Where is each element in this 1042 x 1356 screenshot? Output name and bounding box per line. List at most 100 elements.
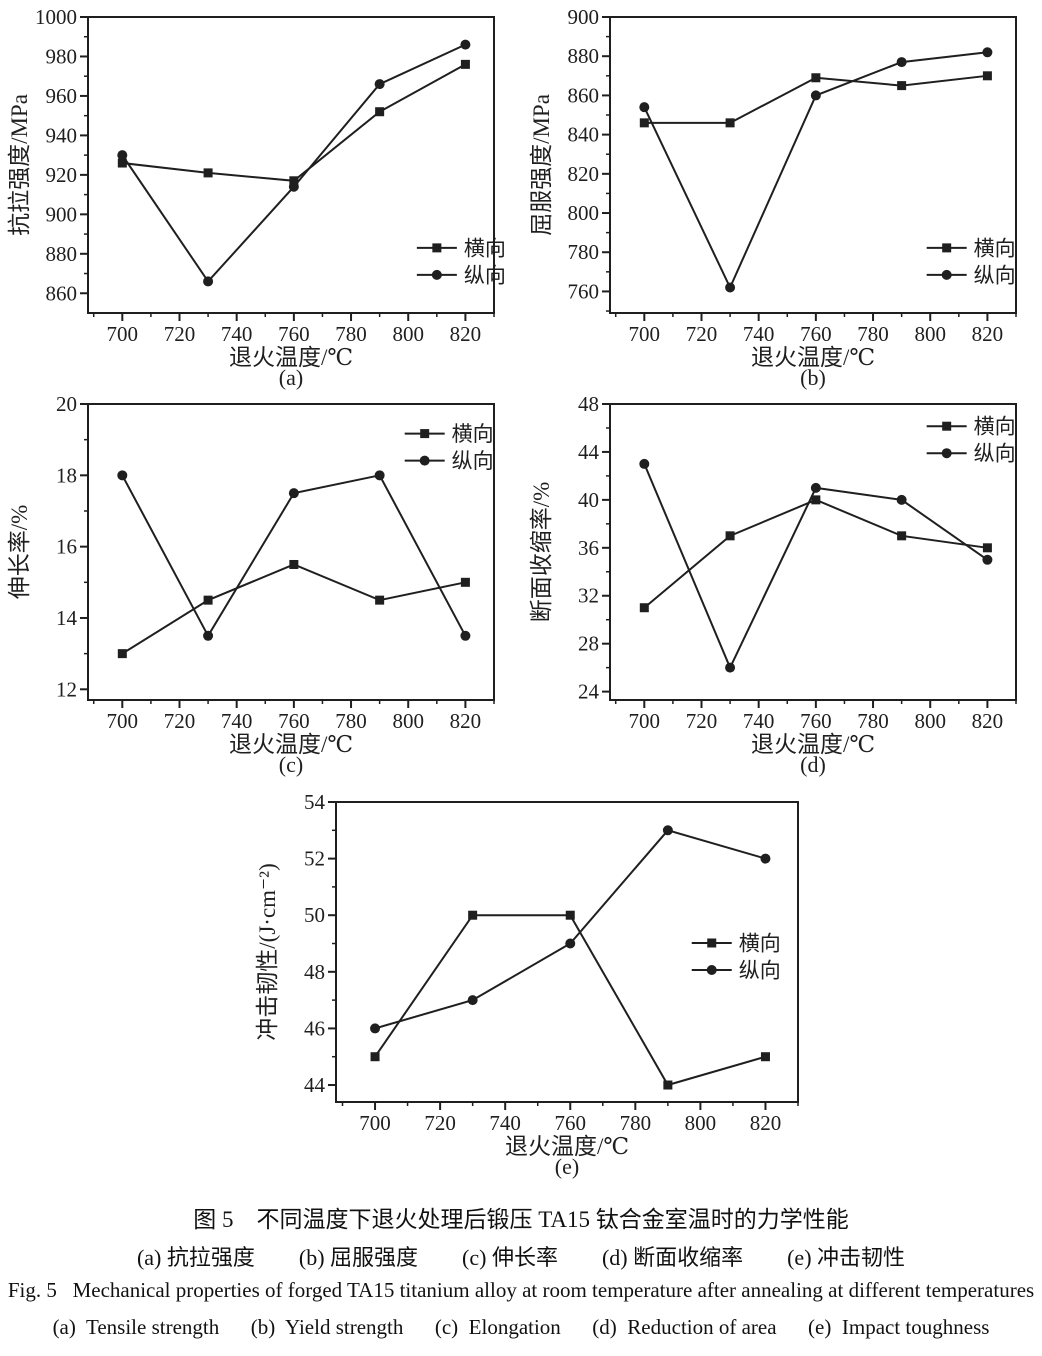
series-longitudinal bbox=[639, 458, 993, 673]
data-point-marker bbox=[375, 595, 385, 605]
data-point-marker bbox=[811, 495, 821, 505]
data-point-marker bbox=[982, 71, 992, 81]
y-tick-label: 760 bbox=[568, 279, 600, 303]
x-tick-label: 820 bbox=[750, 1111, 782, 1135]
y-axis: 12 14 16 18 20 bbox=[56, 392, 88, 701]
legend-item-longitudinal: 纵向 bbox=[691, 959, 781, 983]
x-tick-label: 700 bbox=[629, 322, 661, 346]
y-axis-label: 屈服强度/MPa bbox=[529, 94, 554, 236]
chart-yield-strength: 700 720 740 760 780 800 820 760 780 800 820 840 860 8… bbox=[529, 5, 1017, 390]
x-tick-label: 800 bbox=[685, 1111, 717, 1135]
data-point-marker bbox=[460, 59, 470, 69]
data-point-marker bbox=[811, 73, 821, 83]
y-tick-label: 18 bbox=[56, 463, 77, 487]
x-tick-label: 700 bbox=[107, 322, 139, 346]
y-axis: 24 28 32 36 40 44 48 bbox=[578, 392, 610, 704]
y-tick-label: 54 bbox=[304, 790, 326, 814]
legend-item-transverse: 横向 bbox=[404, 422, 494, 446]
y-tick-label: 24 bbox=[578, 680, 600, 704]
y-tick-label: 44 bbox=[304, 1073, 326, 1097]
chart-tensile-strength: 700 720 740 760 780 800 820 860 880 900 920 940 960 9… bbox=[7, 5, 506, 390]
y-tick-label: 920 bbox=[46, 163, 78, 187]
y-tick-label: 40 bbox=[578, 488, 599, 512]
x-tick-label: 800 bbox=[914, 709, 946, 733]
x-tick-label: 700 bbox=[359, 1111, 391, 1135]
y-tick-label: 980 bbox=[46, 44, 78, 68]
data-point-marker bbox=[725, 282, 736, 293]
series-line bbox=[643, 498, 988, 609]
data-point-marker bbox=[897, 531, 907, 541]
subfigure-label: (d) bbox=[800, 752, 826, 777]
data-point-marker bbox=[639, 458, 650, 469]
x-axis: 700 720 740 760 780 800 820 bbox=[341, 1102, 799, 1135]
series-longitudinal bbox=[117, 39, 471, 287]
x-axis: 700 720 740 760 780 800 820 bbox=[614, 313, 1017, 346]
y-tick-label: 16 bbox=[56, 535, 77, 559]
data-point-marker bbox=[760, 853, 771, 864]
series-transverse bbox=[117, 59, 470, 186]
y-axis-label: 冲击韧性/(J·cm⁻²) bbox=[255, 863, 280, 1040]
y-tick-label: 14 bbox=[56, 606, 78, 630]
data-point-marker bbox=[639, 603, 649, 613]
data-point-marker bbox=[288, 488, 299, 499]
data-point-marker bbox=[760, 1052, 770, 1062]
data-point-marker bbox=[203, 630, 214, 641]
x-tick-label: 780 bbox=[620, 1111, 652, 1135]
legend-label: 横向 bbox=[739, 932, 781, 956]
legend-item-longitudinal: 纵向 bbox=[926, 442, 1016, 466]
series-line bbox=[121, 43, 466, 284]
chart-impact-toughness: 700 720 740 760 780 800 820 44 46 48 50 52 54 横向纵向退火温… bbox=[255, 790, 799, 1179]
legend-label: 横向 bbox=[974, 415, 1016, 439]
series-line bbox=[121, 563, 466, 655]
x-axis-label: 退火温度/℃ bbox=[751, 345, 875, 370]
y-tick-label: 48 bbox=[578, 392, 599, 416]
x-tick-label: 720 bbox=[686, 322, 718, 346]
x-tick-label: 820 bbox=[450, 709, 482, 733]
x-tick-label: 760 bbox=[278, 709, 310, 733]
x-tick-label: 740 bbox=[221, 709, 253, 733]
y-tick-label: 28 bbox=[578, 632, 599, 656]
x-tick-label: 740 bbox=[743, 709, 775, 733]
x-tick-label: 780 bbox=[857, 709, 889, 733]
y-tick-label: 1000 bbox=[35, 5, 77, 29]
legend-item-transverse: 横向 bbox=[926, 415, 1016, 439]
series-transverse bbox=[639, 71, 992, 128]
caption-zh-title: 图 5 不同温度下退火处理后锻压 TA15 钛合金室温时的力学性能 bbox=[193, 1207, 849, 1232]
x-tick-label: 820 bbox=[972, 322, 1004, 346]
data-point-marker bbox=[117, 150, 128, 161]
y-axis-label: 断面收缩率/% bbox=[529, 482, 554, 623]
caption-zh-sublabels: (a) 抗拉强度 (b) 屈服强度 (c) 伸长率 (d) 断面收缩率 (e) … bbox=[136, 1245, 906, 1270]
y-tick-label: 820 bbox=[568, 162, 600, 186]
x-tick-label: 820 bbox=[972, 709, 1004, 733]
x-tick-label: 720 bbox=[424, 1111, 456, 1135]
x-tick-label: 720 bbox=[164, 709, 196, 733]
y-tick-label: 840 bbox=[568, 123, 600, 147]
legend-item-transverse: 横向 bbox=[926, 236, 1016, 260]
data-point-marker bbox=[374, 79, 385, 90]
data-point-marker bbox=[725, 118, 735, 128]
data-point-marker bbox=[897, 81, 907, 91]
data-point-marker bbox=[565, 938, 576, 949]
legend-label: 纵向 bbox=[974, 263, 1016, 287]
y-tick-label: 46 bbox=[304, 1016, 325, 1040]
legend-label: 纵向 bbox=[464, 263, 506, 287]
x-tick-label: 780 bbox=[335, 709, 367, 733]
data-point-marker bbox=[289, 559, 299, 569]
x-tick-label: 700 bbox=[629, 709, 661, 733]
subfigure-label: (a) bbox=[279, 365, 303, 390]
x-axis: 700 720 740 760 780 800 820 bbox=[92, 313, 495, 346]
x-tick-label: 800 bbox=[914, 322, 946, 346]
series-transverse bbox=[117, 559, 470, 659]
x-tick-label: 780 bbox=[335, 322, 367, 346]
x-tick-label: 700 bbox=[107, 709, 139, 733]
data-point-marker bbox=[639, 102, 650, 113]
y-tick-label: 960 bbox=[46, 84, 78, 108]
data-point-marker bbox=[810, 482, 821, 493]
legend-item-transverse: 横向 bbox=[416, 236, 506, 260]
data-point-marker bbox=[663, 1080, 673, 1090]
y-tick-label: 48 bbox=[304, 960, 325, 984]
y-tick-label: 52 bbox=[304, 847, 325, 871]
